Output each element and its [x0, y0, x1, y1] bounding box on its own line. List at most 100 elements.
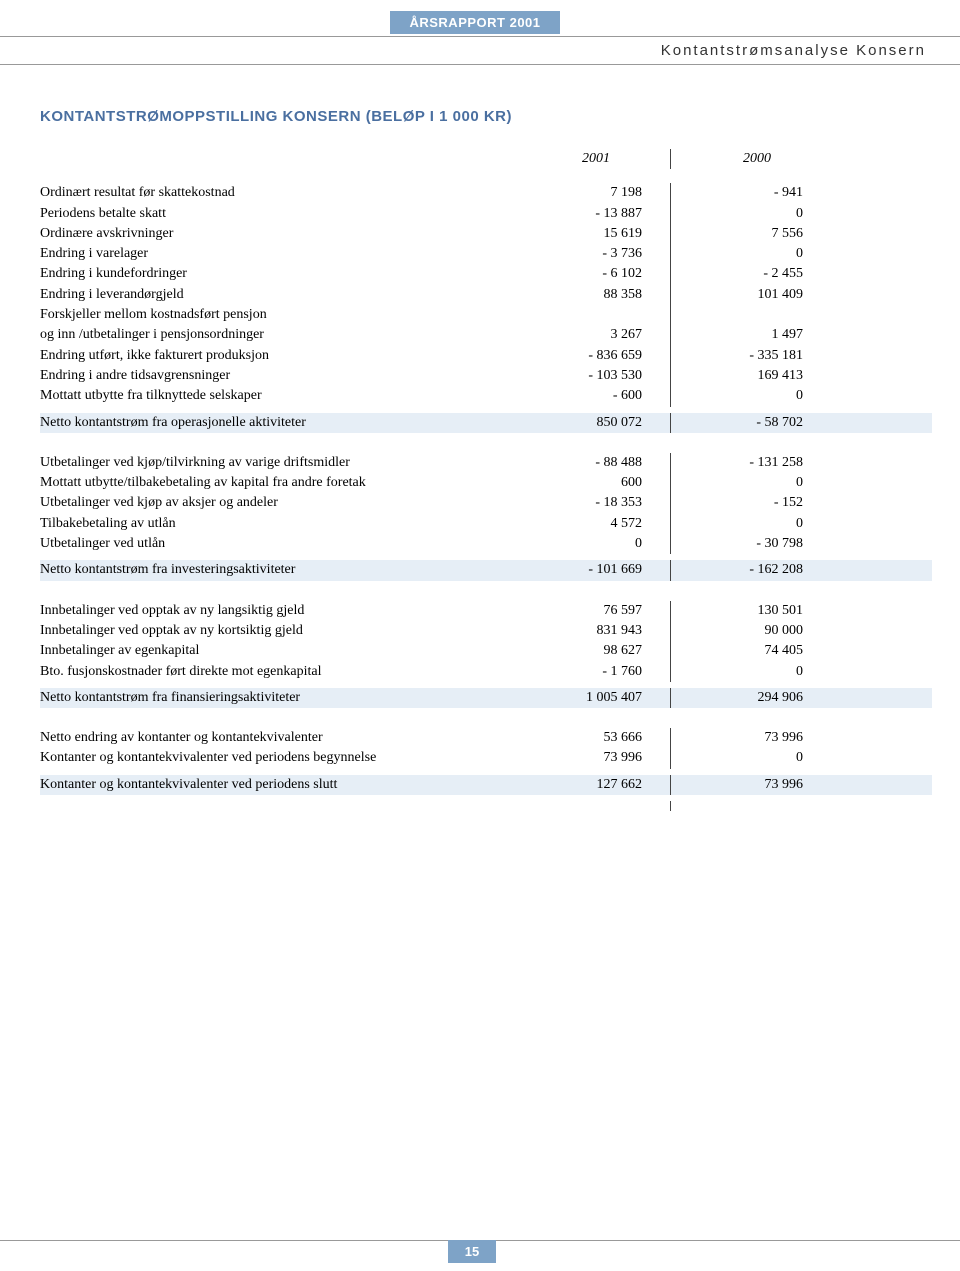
- table-row: Mottatt utbytte/tilbakebetaling av kapit…: [40, 473, 932, 493]
- row-label: Innbetalinger ved opptak av ny langsikti…: [40, 601, 510, 621]
- table-row: Kontanter og kontantekvivalenter ved per…: [40, 748, 932, 768]
- page-number: 15: [448, 1240, 496, 1263]
- section-investing: Utbetalinger ved kjøp/tilvirkning av var…: [40, 453, 932, 554]
- row-v1: 0: [510, 534, 670, 554]
- row-v1: 600: [510, 473, 670, 493]
- sum-investing: Netto kontantstrøm fra investeringsaktiv…: [40, 560, 932, 580]
- year-1: 2001: [510, 149, 670, 169]
- sum-operations: Netto kontantstrøm fra operasjonelle akt…: [40, 413, 932, 433]
- section-operations: Ordinært resultat før skattekostnad7 198…: [40, 183, 932, 406]
- row-label: Tilbakebetaling av utlån: [40, 514, 510, 534]
- row-v2: 0: [671, 473, 831, 493]
- trailing-rule: [40, 801, 932, 811]
- row-label: Utbetalinger ved kjøp av aksjer og andel…: [40, 493, 510, 513]
- row-v1: - 18 353: [510, 493, 670, 513]
- table-row: Endring utført, ikke fakturert produksjo…: [40, 346, 932, 366]
- row-v1: [510, 305, 670, 325]
- row-v1: 88 358: [510, 285, 670, 305]
- row-v2: - 335 181: [671, 346, 831, 366]
- row-label: Endring i varelager: [40, 244, 510, 264]
- row-v2: 0: [671, 386, 831, 406]
- row-label: Ordinære avskrivninger: [40, 224, 510, 244]
- row-v1: 53 666: [510, 728, 670, 748]
- table-row: og inn /utbetalinger i pensjonsordninger…: [40, 325, 932, 345]
- sum-label: Netto kontantstrøm fra finansieringsakti…: [40, 688, 510, 708]
- row-label: Endring utført, ikke fakturert produksjo…: [40, 346, 510, 366]
- row-v1: 3 267: [510, 325, 670, 345]
- row-label: Utbetalinger ved utlån: [40, 534, 510, 554]
- row-label: Bto. fusjonskostnader ført direkte mot e…: [40, 662, 510, 682]
- row-v2: 73 996: [671, 728, 831, 748]
- row-v2: 90 000: [671, 621, 831, 641]
- sum-v2: 294 906: [671, 688, 831, 708]
- row-label: Endring i andre tidsavgrensninger: [40, 366, 510, 386]
- row-v1: 98 627: [510, 641, 670, 661]
- row-v1: 73 996: [510, 748, 670, 768]
- section-financing: Innbetalinger ved opptak av ny langsikti…: [40, 601, 932, 682]
- row-v1: 4 572: [510, 514, 670, 534]
- sum-v1: - 101 669: [510, 560, 670, 580]
- row-v2: - 152: [671, 493, 831, 513]
- page-subtitle: Kontantstrømsanalyse Konsern: [661, 42, 926, 59]
- table-row: Innbetalinger ved opptak av ny langsikti…: [40, 601, 932, 621]
- row-label: Kontanter og kontantekvivalenter ved per…: [40, 748, 510, 768]
- sum-financing: Netto kontantstrøm fra finansieringsakti…: [40, 688, 932, 708]
- year-header: 2001 2000: [40, 149, 932, 169]
- row-v1: 7 198: [510, 183, 670, 203]
- sum-v1: 1 005 407: [510, 688, 670, 708]
- table-row: Endring i andre tidsavgrensninger- 103 5…: [40, 366, 932, 386]
- row-label: Innbetalinger av egenkapital: [40, 641, 510, 661]
- table-row: Forskjeller mellom kostnadsført pensjon: [40, 305, 932, 325]
- row-v1: - 836 659: [510, 346, 670, 366]
- table-row: Utbetalinger ved utlån0- 30 798: [40, 534, 932, 554]
- table-row: Bto. fusjonskostnader ført direkte mot e…: [40, 662, 932, 682]
- row-v1: - 6 102: [510, 264, 670, 284]
- row-label: Innbetalinger ved opptak av ny kortsikti…: [40, 621, 510, 641]
- table-row: Utbetalinger ved kjøp/tilvirkning av var…: [40, 453, 932, 473]
- row-v2: 0: [671, 748, 831, 768]
- row-label: Ordinært resultat før skattekostnad: [40, 183, 510, 203]
- row-v2: 0: [671, 204, 831, 224]
- row-v1: - 600: [510, 386, 670, 406]
- row-v2: 169 413: [671, 366, 831, 386]
- row-label: Mottatt utbytte fra tilknyttede selskape…: [40, 386, 510, 406]
- table-row: Innbetalinger av egenkapital98 62774 405: [40, 641, 932, 661]
- sum-period-end: Kontanter og kontantekvivalenter ved per…: [40, 775, 932, 795]
- row-v1: 831 943: [510, 621, 670, 641]
- table-row: Endring i varelager- 3 7360: [40, 244, 932, 264]
- row-v2: [671, 305, 831, 325]
- row-v2: - 941: [671, 183, 831, 203]
- row-label: Forskjeller mellom kostnadsført pensjon: [40, 305, 510, 325]
- row-label: Endring i kundefordringer: [40, 264, 510, 284]
- row-v1: - 1 760: [510, 662, 670, 682]
- divider-top-2: [0, 64, 960, 65]
- sum-label: Kontanter og kontantekvivalenter ved per…: [40, 775, 510, 795]
- table-row: Tilbakebetaling av utlån4 5720: [40, 514, 932, 534]
- sum-label: Netto kontantstrøm fra investeringsaktiv…: [40, 560, 510, 580]
- row-v2: 0: [671, 662, 831, 682]
- year-2: 2000: [671, 149, 831, 169]
- table-row: Ordinære avskrivninger15 6197 556: [40, 224, 932, 244]
- row-v2: 74 405: [671, 641, 831, 661]
- row-v2: - 2 455: [671, 264, 831, 284]
- row-v2: 130 501: [671, 601, 831, 621]
- section-title: KONTANTSTRØMOPPSTILLING KONSERN (BELØP I…: [40, 108, 932, 125]
- row-v1: - 88 488: [510, 453, 670, 473]
- sum-label: Netto kontantstrøm fra operasjonelle akt…: [40, 413, 510, 433]
- row-v2: - 131 258: [671, 453, 831, 473]
- row-v2: 1 497: [671, 325, 831, 345]
- sum-v1: 850 072: [510, 413, 670, 433]
- sum-v2: - 162 208: [671, 560, 831, 580]
- table-row: Ordinært resultat før skattekostnad7 198…: [40, 183, 932, 203]
- row-label: Endring i leverandørgjeld: [40, 285, 510, 305]
- header-tab: ÅRSRAPPORT 2001: [390, 11, 560, 34]
- year-header-group: 2001 2000: [40, 149, 932, 169]
- sum-v1: 127 662: [510, 775, 670, 795]
- section-change: Netto endring av kontanter og kontantekv…: [40, 728, 932, 769]
- row-v2: 7 556: [671, 224, 831, 244]
- row-v2: 0: [671, 244, 831, 264]
- divider-top: [0, 36, 960, 37]
- row-label: Utbetalinger ved kjøp/tilvirkning av var…: [40, 453, 510, 473]
- content: KONTANTSTRØMOPPSTILLING KONSERN (BELØP I…: [40, 108, 932, 811]
- row-label: Mottatt utbytte/tilbakebetaling av kapit…: [40, 473, 510, 493]
